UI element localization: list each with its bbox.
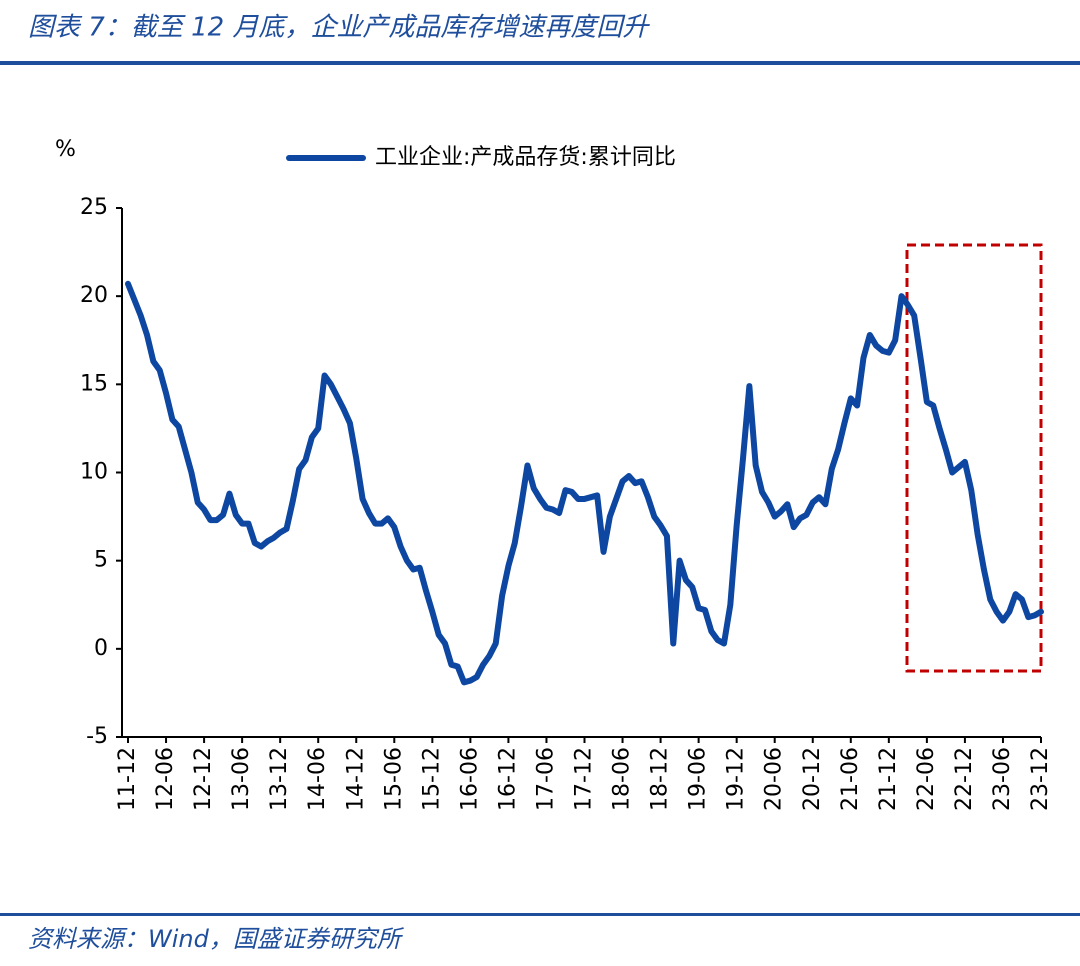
x-tick-label: 17-06 <box>533 747 558 811</box>
x-tick-label: 22-12 <box>952 747 977 811</box>
x-tick-label: 18-06 <box>610 747 635 811</box>
x-tick-label: 14-06 <box>305 747 330 811</box>
x-tick-label: 15-06 <box>381 747 406 811</box>
legend-label: 工业企业:产成品存货:累计同比 <box>375 145 676 170</box>
y-tick-label: 10 <box>80 460 108 485</box>
x-tick-label: 11-12 <box>115 747 140 811</box>
x-tick-label: 13-12 <box>267 747 292 811</box>
series-line <box>125 280 1044 686</box>
x-tick-label: 20-12 <box>800 747 825 811</box>
y-tick-label: 15 <box>80 371 108 396</box>
x-tick-label: 12-12 <box>191 747 216 811</box>
y-tick-label: -5 <box>86 724 108 749</box>
chart-title: 图表 7：截至 12 月底，企业产成品库存增速再度回升 <box>28 13 650 43</box>
x-tick-label: 13-06 <box>229 747 254 811</box>
x-tick-label: 22-06 <box>914 747 939 811</box>
source: 资料来源：Wind，国盛证券研究所 <box>28 925 405 953</box>
x-tick-label: 20-06 <box>762 747 787 811</box>
title-rule <box>0 61 1080 65</box>
x-tick-label: 12-06 <box>153 747 178 811</box>
y-tick-label: 0 <box>94 636 108 661</box>
x-tick-label: 14-12 <box>343 747 368 811</box>
source-rule <box>0 913 1080 916</box>
x-tick-label: 19-06 <box>686 747 711 811</box>
x-tick-label: 19-12 <box>724 747 749 811</box>
x-tick-label: 16-06 <box>457 747 482 811</box>
y-axis-label: % <box>55 137 76 162</box>
x-tick-label: 23-12 <box>1028 747 1053 811</box>
x-tick-label: 23-06 <box>990 747 1015 811</box>
y-tick-label: 20 <box>80 283 108 308</box>
x-tick-label: 18-12 <box>648 747 673 811</box>
highlight-box <box>905 243 1043 673</box>
x-tick-label: 16-12 <box>495 747 520 811</box>
y-tick-label: 25 <box>80 195 108 220</box>
x-tick-label: 17-12 <box>572 747 597 811</box>
y-tick-label: 5 <box>94 548 108 573</box>
x-tick-label: 21-12 <box>876 747 901 811</box>
x-tick-label: 15-12 <box>419 747 444 811</box>
x-tick-label: 21-06 <box>838 747 863 811</box>
